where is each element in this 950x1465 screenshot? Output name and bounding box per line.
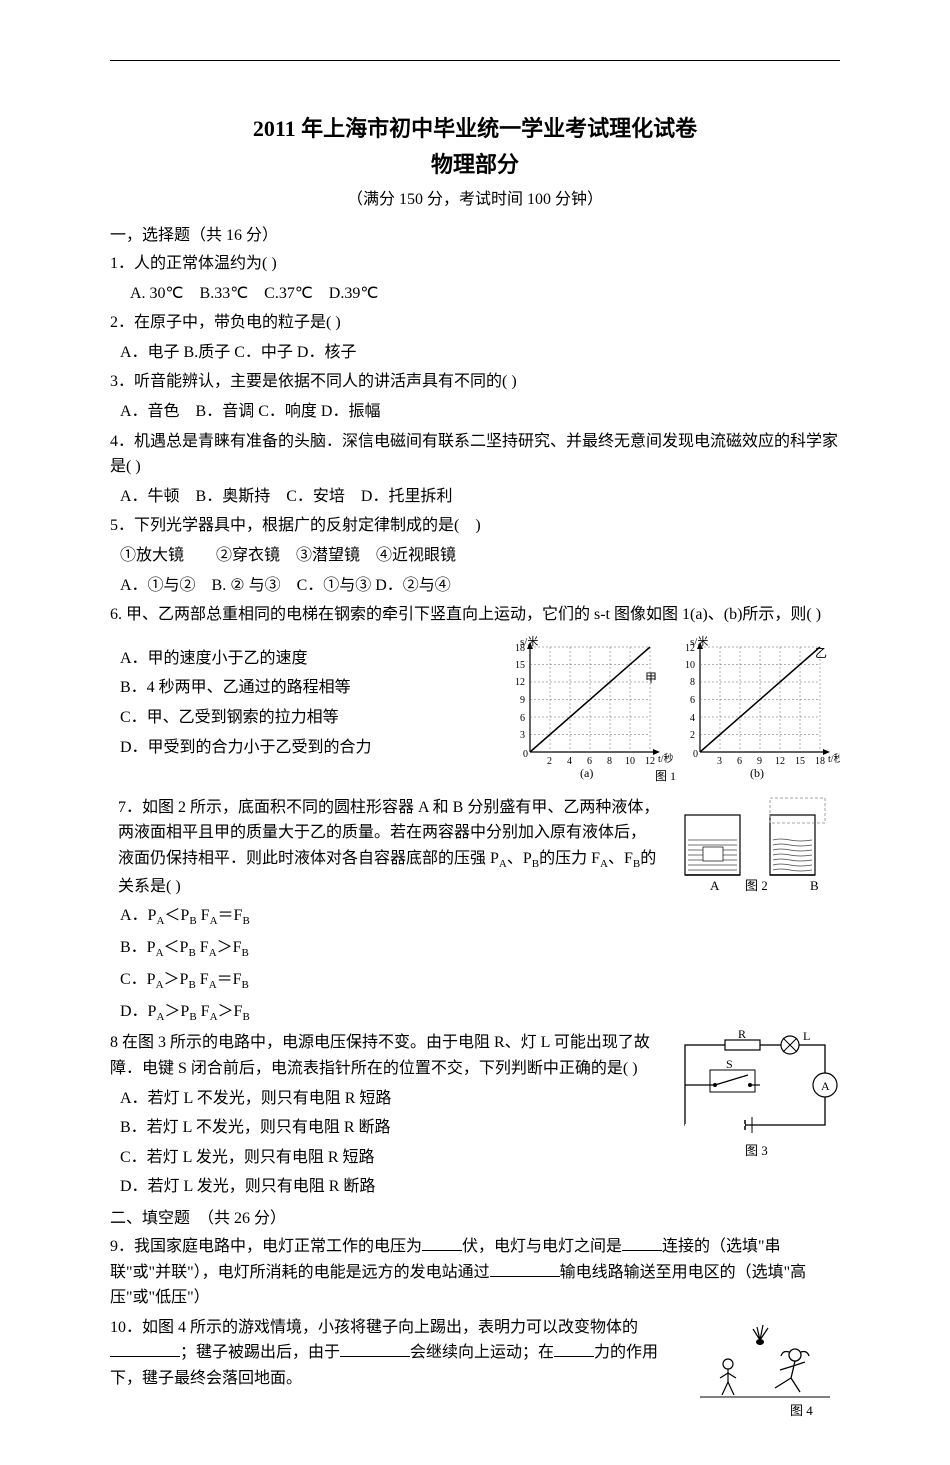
q8-text: 8 在图 3 所示的电路中，电源电压保持不变。由于电阻 R、灯 L 可能出现了故… (110, 1030, 660, 1081)
q4-text: 4．机遇总是青睐有准备的头脑．深信电磁间有联系二坚持研究、并最终无意间发现电流磁… (110, 429, 840, 480)
figure-1-svg: s/米 0 (500, 632, 840, 782)
fig2-b-label: B (810, 878, 819, 893)
fig2-a-label: A (710, 878, 720, 893)
svg-text:10: 10 (625, 756, 635, 767)
svg-text:15: 15 (515, 660, 525, 671)
q7-opt-d: D．PA＞PB FA＞FB (110, 999, 660, 1027)
svg-text:8: 8 (690, 677, 695, 688)
fig4-label: 图 4 (790, 1403, 813, 1418)
q7-opt-c: C．PA＞PB FA＝FB (110, 967, 660, 995)
q2-text: 2．在原子中，带负电的粒子是( ) (110, 310, 840, 336)
q1-text: 1．人的正常体温约为( ) (110, 251, 840, 277)
figure-3-svg: R L S A 图 3 (670, 1030, 840, 1160)
fig1-a-label: (a) (580, 766, 593, 780)
fig1-main-label: 图 1 (655, 769, 676, 782)
subtitle: 物理部分 (110, 147, 840, 179)
fig3-a-label: A (821, 1079, 830, 1093)
fig3-label: 图 3 (745, 1143, 768, 1158)
fig1-yi-label: 乙 (815, 646, 827, 660)
svg-text:2: 2 (547, 756, 552, 767)
figure-2-svg: A B 图 2 (670, 795, 840, 905)
svg-text:2: 2 (690, 730, 695, 741)
svg-text:18: 18 (815, 756, 825, 767)
svg-text:10: 10 (685, 660, 695, 671)
q8-opt-a: A．若灯 L 不发光，则只有电阻 R 短路 (110, 1086, 660, 1112)
svg-text:0: 0 (523, 749, 528, 760)
svg-text:12: 12 (775, 756, 785, 767)
q10-text: 10．如图 4 所示的游戏情境，小孩将毽子向上踢出，表明力可以改变物体的；毽子被… (110, 1315, 680, 1392)
fig3-s-label: S (726, 1057, 733, 1071)
svg-text:12: 12 (645, 756, 655, 767)
section-1-header: 一，选择题（共 16 分） (110, 221, 840, 245)
svg-text:12: 12 (685, 643, 695, 654)
q6-opt-c: C．甲、乙受到钢索的拉力相等 (110, 705, 490, 731)
fig1-jia-label: 甲 (645, 671, 657, 685)
fig1-b-label: (b) (750, 766, 764, 780)
fig3-r-label: R (738, 1030, 746, 1041)
svg-text:18: 18 (515, 643, 525, 654)
q8-opt-b: B．若灯 L 不发光，则只有电阻 R 断路 (110, 1115, 660, 1141)
q4-options: A．牛顿 B．奥斯持 C．安培 D．托里拆利 (110, 484, 840, 510)
q8-opt-d: D．若灯 L 发光，则只有电阻 R 断路 (110, 1174, 660, 1200)
svg-text:t/秒: t/秒 (658, 752, 674, 765)
svg-text:8: 8 (607, 756, 612, 767)
exam-info: （满分 150 分，考试时间 100 分钟） (110, 185, 840, 209)
q5-text: 5．下列光学器具中，根据广的反射定律制成的是( ) (110, 513, 840, 539)
q3-options: A．音色 B．音调 C．响度 D．振幅 (110, 399, 840, 425)
q7-opt-a: A．PA＜PB FA＝FB (110, 903, 660, 931)
q3-text: 3．听音能辨认，主要是依据不同人的讲活声具有不同的( ) (110, 369, 840, 395)
q2-options: A．电子 B.质子 C．中子 D．核子 (110, 340, 840, 366)
svg-text:6: 6 (737, 756, 742, 767)
figure-4-svg: 图 4 (690, 1315, 840, 1420)
q6-opt-a: A．甲的速度小于乙的速度 (110, 646, 490, 672)
q7-text: 7．如图 2 所示，底面积不同的圆柱形容器 A 和 B 分别盛有甲、乙两种液体，… (110, 795, 660, 900)
main-title: 2011 年上海市初中毕业统一学业考试理化试卷 (110, 111, 840, 143)
svg-text:4: 4 (567, 756, 572, 767)
q5-sub-options: ①放大镜 ②穿衣镜 ③潜望镜 ④近视眼镜 (110, 543, 840, 569)
q6-opt-d: D．甲受到的合力小于乙受到的合力 (110, 735, 490, 761)
svg-text:3: 3 (520, 730, 525, 741)
q9-text: 9．我国家庭电路中，电灯正常工作的电压为伏，电灯与电灯之间是连接的（选填"串联"… (110, 1234, 840, 1311)
q7-opt-b: B．PA＜PB FA＞FB (110, 935, 660, 963)
svg-text:9: 9 (520, 695, 525, 706)
svg-text:4: 4 (690, 713, 695, 724)
fig3-l-label: L (803, 1030, 810, 1043)
svg-text:6: 6 (520, 713, 525, 724)
section-2-header: 二、填空题 （共 26 分） (110, 1204, 840, 1228)
svg-text:0: 0 (693, 749, 698, 760)
q1-options: A. 30℃ B.33℃ C.37℃ D.39℃ (110, 281, 840, 307)
svg-text:t/秒: t/秒 (828, 752, 840, 765)
svg-text:12: 12 (515, 677, 525, 688)
svg-text:3: 3 (717, 756, 722, 767)
fig2-label: 图 2 (745, 878, 768, 893)
svg-text:15: 15 (795, 756, 805, 767)
q6-text: 6. 甲、乙两部总重相同的电梯在钢索的牵引下竖直向上运动，它们的 s-t 图像如… (110, 602, 840, 628)
q8-opt-c: C．若灯 L 发光，则只有电阻 R 短路 (110, 1145, 660, 1171)
svg-text:6: 6 (690, 695, 695, 706)
top-divider (110, 60, 840, 61)
q5-options: A．①与② B. ② 与③ C．①与③ D．②与④ (110, 573, 840, 599)
q6-opt-b: B．4 秒两甲、乙通过的路程相等 (110, 675, 490, 701)
